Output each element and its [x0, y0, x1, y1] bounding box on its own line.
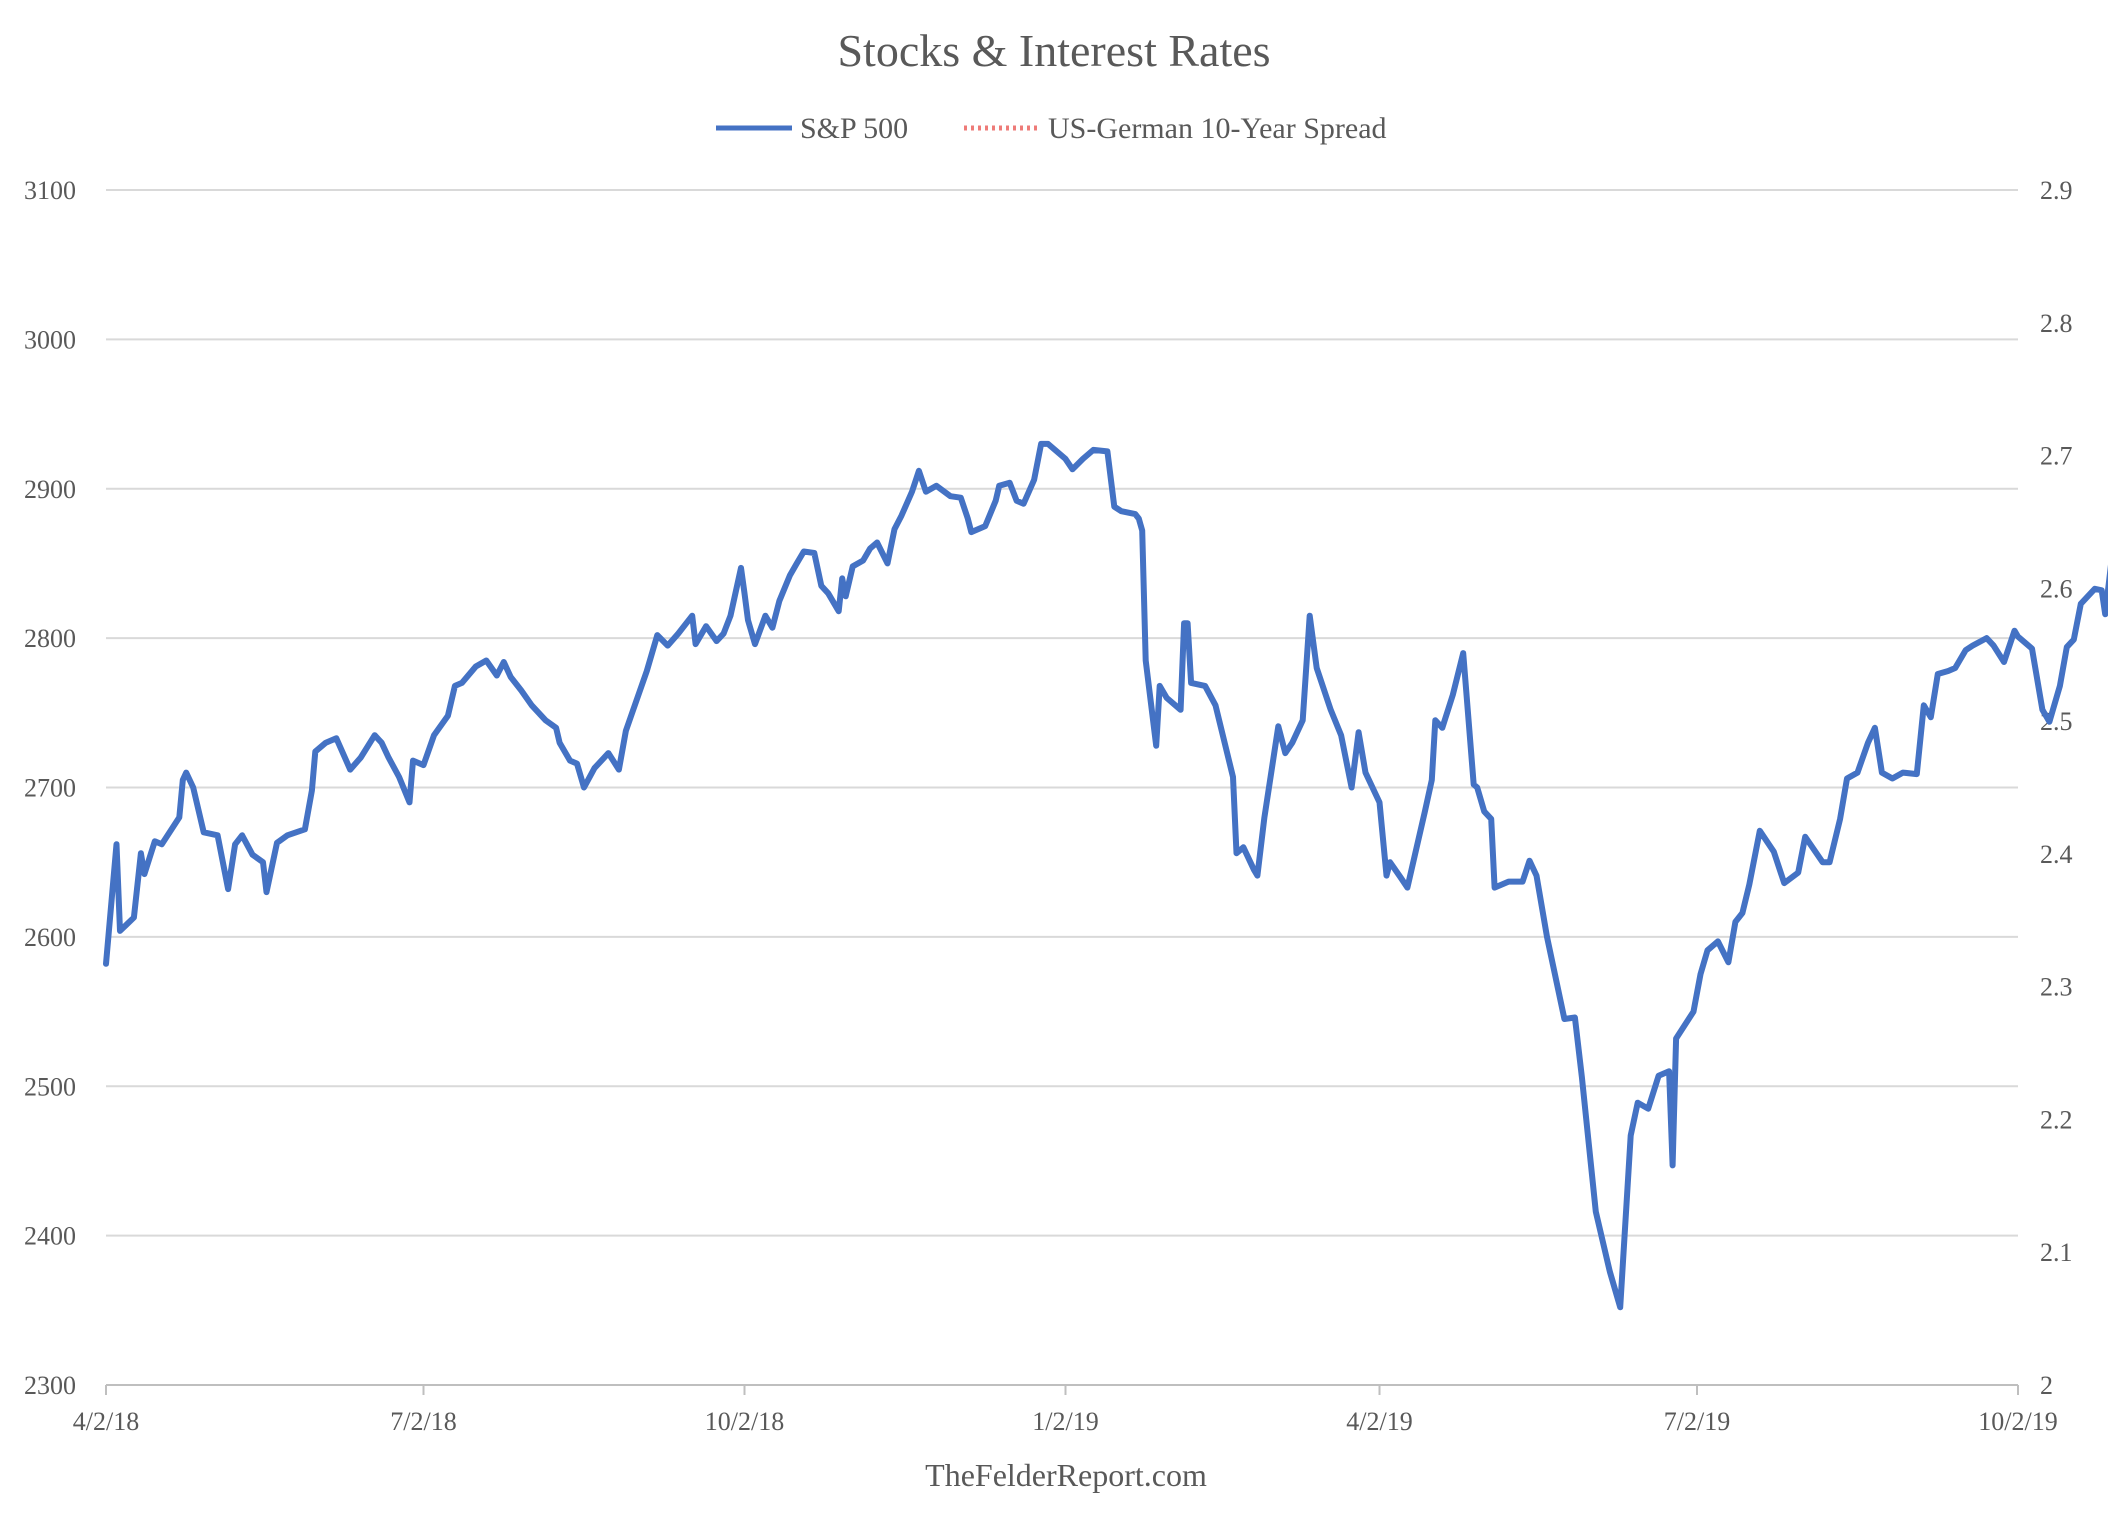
y-axis-left: 2300 2400 2500 2600 2700 2800 2900 3000 3100 [24, 176, 76, 1400]
y-left-tick-label: 3100 [24, 176, 76, 205]
legend-label-sp500: S&P 500 [800, 112, 908, 145]
y-right-tick-label: 2.2 [2040, 1105, 2073, 1134]
y-right-tick-label: 2.7 [2040, 442, 2073, 471]
x-tick-label: 1/2/19 [1032, 1407, 1098, 1436]
x-tick-label: 10/2/19 [1978, 1407, 2057, 1436]
y-left-tick-label: 3000 [24, 325, 76, 354]
legend: S&P 500 US-German 10-Year Spread [716, 112, 1387, 145]
x-axis: 4/2/18 7/2/18 10/2/18 1/2/19 4/2/19 7/2/19 10/… [73, 1384, 2058, 1436]
y-right-tick-label: 2 [2040, 1371, 2053, 1400]
y-left-tick-label: 2800 [24, 624, 76, 653]
y-left-tick-label: 2900 [24, 475, 76, 504]
y-right-tick-label: 2.8 [2040, 309, 2073, 338]
x-tick-label: 4/2/19 [1346, 1407, 1412, 1436]
footer-credit: TheFelderReport.com [925, 1457, 1207, 1493]
x-tick-label: 7/2/18 [390, 1407, 456, 1436]
x-tick-label: 10/2/18 [705, 1407, 784, 1436]
y-right-tick-label: 2.9 [2040, 176, 2073, 205]
y-left-tick-label: 2300 [24, 1371, 76, 1400]
y-left-tick-label: 2600 [24, 923, 76, 952]
y-right-tick-label: 2.6 [2040, 574, 2073, 603]
gridlines [106, 189, 2018, 1237]
series-line-0 [103, 440, 2108, 1311]
legend-label-spread: US-German 10-Year Spread [1048, 112, 1387, 145]
y-left-tick-label: 2500 [24, 1072, 76, 1101]
y-left-tick-label: 2700 [24, 774, 76, 803]
y-left-tick-label: 2400 [24, 1222, 76, 1251]
x-tick-label: 4/2/18 [73, 1407, 139, 1436]
y-right-tick-label: 2.1 [2040, 1238, 2073, 1267]
y-axis-right: 22.12.22.32.42.52.62.72.82.9 [2040, 176, 2073, 1400]
y-right-tick-label: 2.4 [2040, 840, 2073, 869]
chart-title: Stocks & Interest Rates [837, 25, 1270, 76]
y-right-tick-label: 2.3 [2040, 973, 2073, 1002]
series-layer [103, 440, 2108, 1311]
x-tick-label: 7/2/19 [1664, 1407, 1730, 1436]
